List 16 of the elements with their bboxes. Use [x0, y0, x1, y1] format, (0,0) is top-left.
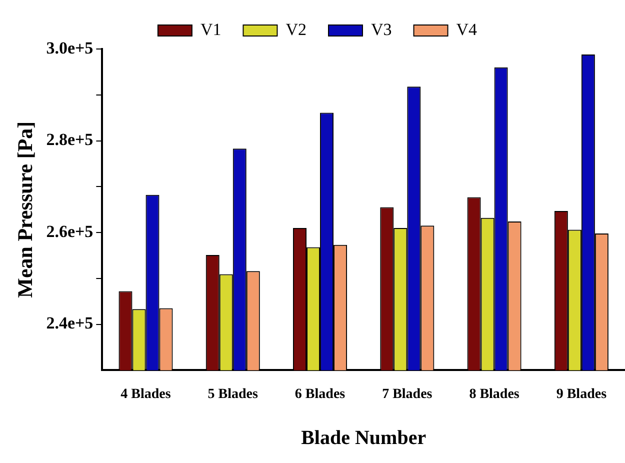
y-tick-label: 2.8e+5	[46, 130, 94, 150]
legend-label: V3	[371, 20, 392, 39]
x-tick-label: 8 Blades	[469, 387, 520, 402]
legend-label: V2	[286, 20, 307, 39]
x-tick-label: 5 Blades	[208, 387, 259, 402]
x-axis-title: Blade Number	[301, 427, 426, 450]
x-tick-label: 4 Blades	[120, 387, 172, 402]
legend-label: V1	[200, 20, 222, 39]
legend-label: V4	[456, 20, 478, 39]
x-tick-label: 7 Blades	[382, 387, 433, 402]
x-tick-label: 6 Blades	[294, 387, 346, 402]
y-tick-label: 2.6e+5	[46, 222, 94, 241]
y-axis-title: Mean Pressure [Pa]	[13, 121, 38, 298]
x-tick-label: 9 Blades	[556, 387, 608, 402]
y-tick-label: 2.4e+5	[46, 314, 94, 333]
y-tick-label: 3.0e+5	[46, 38, 94, 58]
